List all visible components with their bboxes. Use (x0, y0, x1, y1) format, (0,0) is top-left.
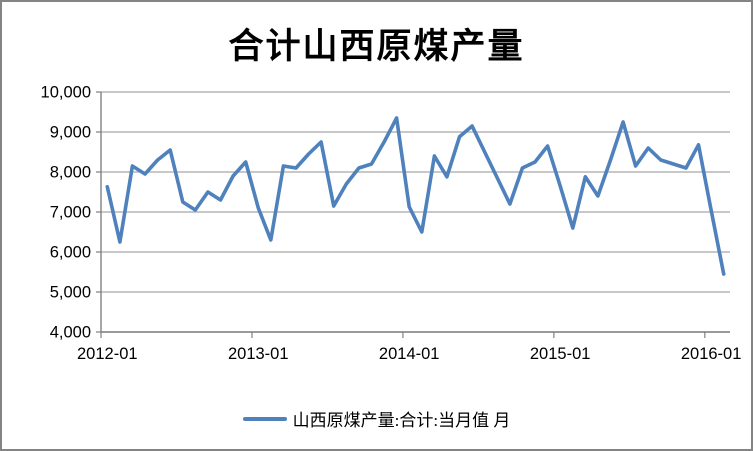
y-axis-label: 9,000 (50, 124, 91, 142)
x-axis-label: 2012-01 (77, 345, 138, 363)
chart-title: 合计山西原煤产量 (228, 27, 525, 66)
y-axis-label: 6,000 (50, 244, 91, 262)
series-line (105, 116, 726, 276)
y-axis-label: 10,000 (41, 84, 91, 102)
y-axis-label: 7,000 (50, 204, 91, 222)
x-axis-label: 2015-01 (530, 345, 591, 363)
legend: 山西原煤产量:合计:当月值 月 (2, 406, 751, 431)
legend-line-swatch (242, 416, 287, 421)
x-axis-label: 2014-01 (379, 345, 440, 363)
x-axis-label: 2016-01 (681, 345, 742, 363)
legend-label: 山西原煤产量:合计:当月值 月 (292, 411, 511, 430)
x-axis-label: 2013-01 (228, 345, 289, 363)
y-axis-label: 4,000 (50, 324, 91, 342)
y-axis-label: 8,000 (50, 164, 91, 182)
y-axis-label: 5,000 (50, 284, 91, 302)
